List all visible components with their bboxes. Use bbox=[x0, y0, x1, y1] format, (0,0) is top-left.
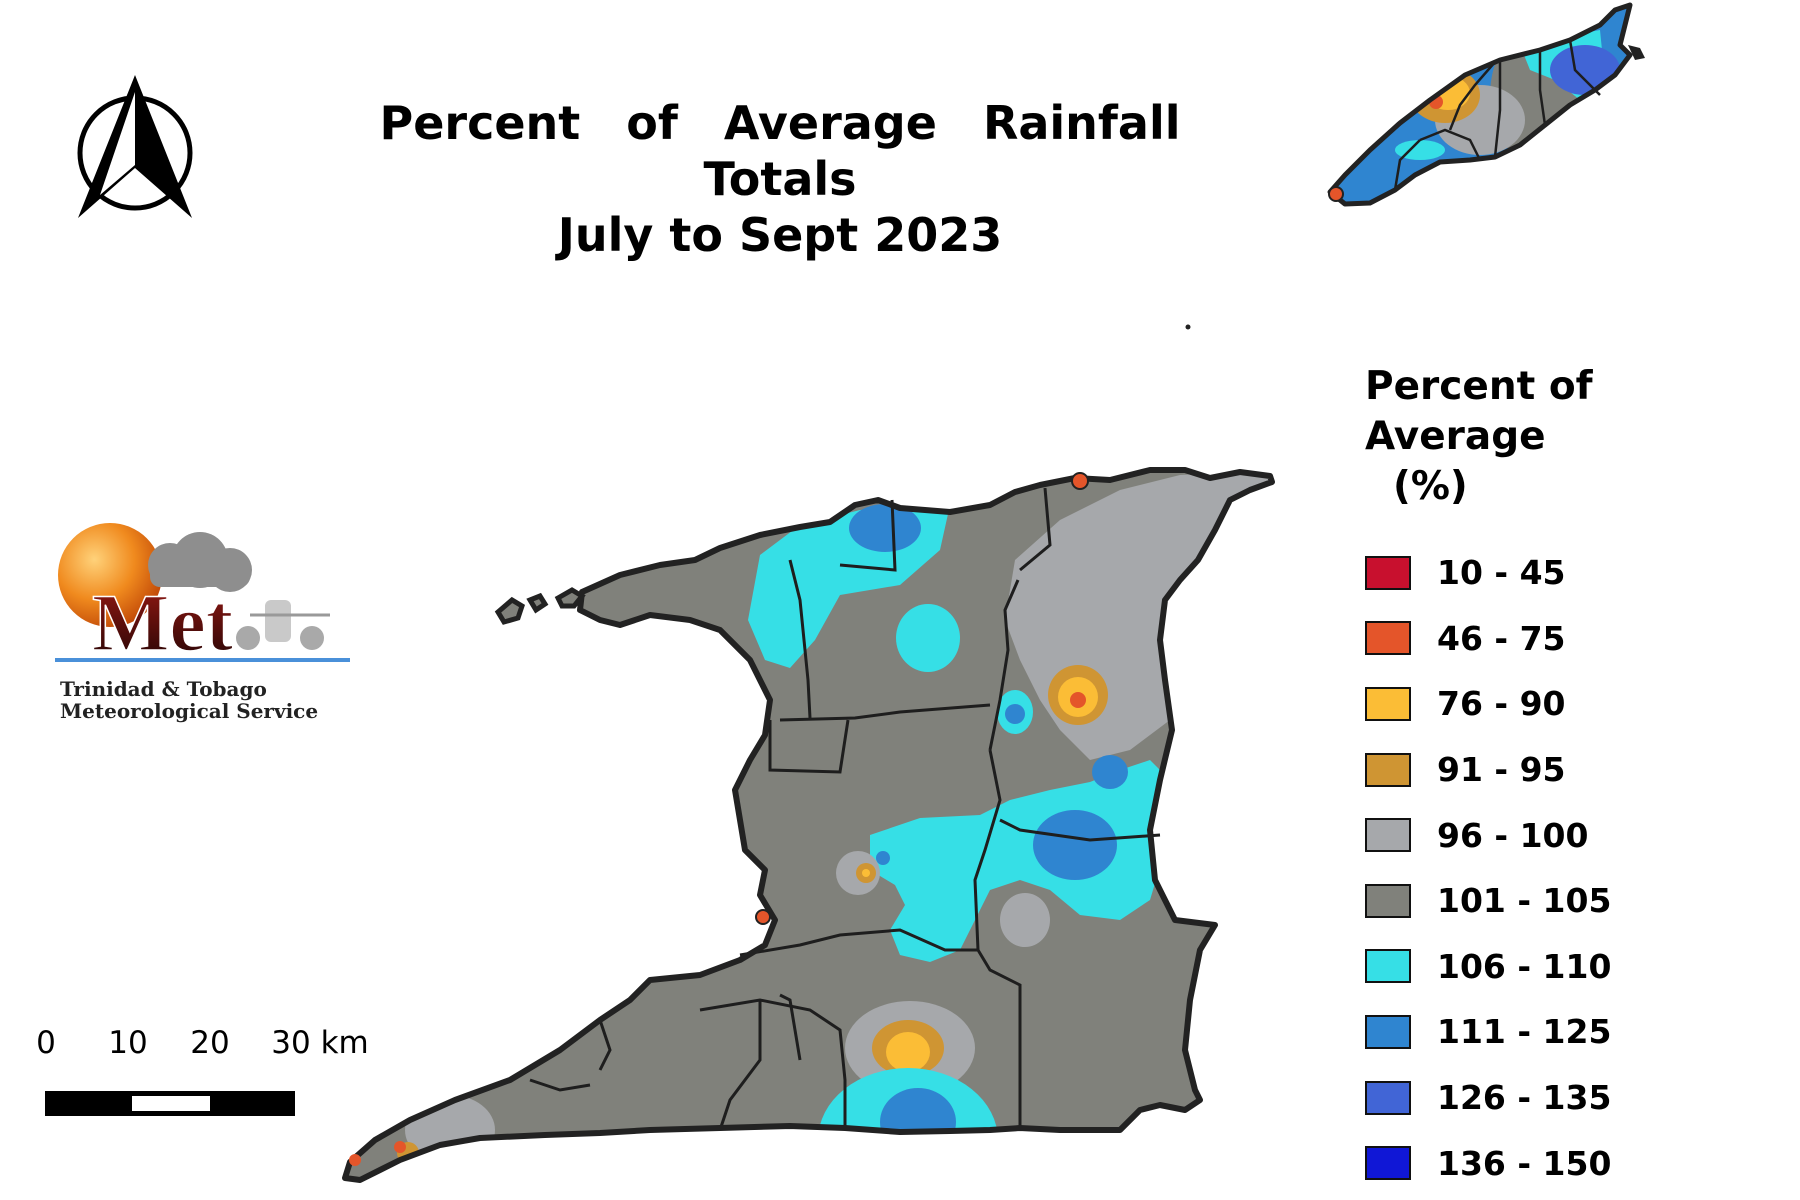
legend-label: 96 - 100 bbox=[1437, 815, 1589, 855]
zone-111-125-north-coast bbox=[849, 504, 921, 552]
legend-swatch bbox=[1365, 686, 1411, 721]
legend-item: 101 - 105 bbox=[1365, 868, 1785, 934]
map-title: Percent of Average Rainfall Totals July … bbox=[300, 95, 1260, 263]
legend-label: 46 - 75 bbox=[1437, 618, 1566, 658]
legend-title: Percent of Average (%) bbox=[1365, 362, 1785, 512]
legend-swatch bbox=[1365, 1014, 1411, 1049]
scale-label-30: 30 km bbox=[271, 1025, 369, 1061]
tobago-map bbox=[1327, 2, 1645, 207]
scale-bar-segment-white bbox=[132, 1096, 210, 1111]
tobago-islet bbox=[1628, 45, 1645, 60]
legend-swatch bbox=[1365, 555, 1411, 590]
legend-swatch bbox=[1365, 883, 1411, 918]
coastal-dot-north bbox=[1071, 472, 1089, 490]
legend-items: 10 - 45 46 - 75 76 - 90 91 - 95 96 - 100 101 … bbox=[1365, 540, 1785, 1196]
legend-label: 126 - 135 bbox=[1437, 1078, 1612, 1118]
legend-unit: (%) bbox=[1393, 464, 1468, 509]
tobago-coastal-dot bbox=[1328, 186, 1344, 202]
north-arrow-icon bbox=[77, 75, 193, 218]
legend-label: 76 - 90 bbox=[1437, 684, 1566, 724]
legend-label: 101 - 105 bbox=[1437, 881, 1612, 921]
legend-label: 91 - 95 bbox=[1437, 750, 1566, 790]
legend-item: 126 - 135 bbox=[1365, 1065, 1785, 1131]
trinidad-map bbox=[342, 324, 1275, 1183]
map-title-line1: Percent of Average Rainfall Totals bbox=[379, 96, 1181, 206]
legend-item: 76 - 90 bbox=[1365, 671, 1785, 737]
met-service-logo: Met bbox=[50, 520, 350, 730]
legend-title-text: Percent of Average bbox=[1365, 364, 1593, 459]
zone-111-125-east-central bbox=[1005, 704, 1025, 724]
nw-islands bbox=[494, 587, 586, 625]
legend-item: 91 - 95 bbox=[1365, 737, 1785, 803]
zone-111-125-central-west bbox=[876, 851, 890, 865]
zone-96-100-central-east bbox=[1000, 893, 1050, 947]
legend-label: 106 - 110 bbox=[1437, 946, 1612, 986]
weather-instrument-icon bbox=[236, 600, 330, 650]
cloud-icon bbox=[148, 532, 252, 592]
legend-swatch bbox=[1365, 949, 1411, 984]
scale-label-0: 0 bbox=[36, 1025, 56, 1061]
tobago-parish-boundaries bbox=[1393, 39, 1601, 191]
tobago-coastline bbox=[1327, 2, 1633, 207]
logo-caption: Trinidad & Tobago Meteorological Service bbox=[60, 678, 318, 722]
scale-label-10: 10 bbox=[108, 1025, 148, 1061]
zone-96-100-dot bbox=[1090, 642, 1106, 658]
tobago-zone-126-135 bbox=[1550, 45, 1620, 95]
legend-swatch bbox=[1365, 1146, 1411, 1181]
zone-76-90-south bbox=[886, 1032, 930, 1072]
legend-label: 136 - 150 bbox=[1437, 1143, 1612, 1183]
small-islet bbox=[1185, 324, 1191, 330]
legend-item: 136 - 150 bbox=[1365, 1130, 1785, 1196]
coastal-dot-tip bbox=[349, 1154, 361, 1166]
met-logo-graphic: Met bbox=[55, 523, 350, 669]
legend-label: 111 - 125 bbox=[1437, 1012, 1612, 1052]
scale-label-20: 20 bbox=[190, 1025, 230, 1061]
legend-item: 106 - 110 bbox=[1365, 934, 1785, 1000]
map-title-line2: July to Sept 2023 bbox=[557, 208, 1003, 262]
met-logo-word: Met bbox=[92, 577, 233, 668]
zone-76-90-central-west bbox=[862, 869, 870, 877]
coastal-dot-west bbox=[755, 909, 771, 925]
legend-item: 10 - 45 bbox=[1365, 540, 1785, 606]
legend-item: 46 - 75 bbox=[1365, 606, 1785, 672]
legend-swatch bbox=[1365, 818, 1411, 853]
zone-111-125-south bbox=[880, 1088, 956, 1156]
logo-caption-line1: Trinidad & Tobago bbox=[60, 677, 267, 701]
legend-swatch bbox=[1365, 621, 1411, 656]
tobago-zone-106-110-west bbox=[1395, 140, 1445, 160]
legend-swatch bbox=[1365, 752, 1411, 787]
zone-111-125-central-east bbox=[1033, 810, 1117, 880]
sun-icon bbox=[58, 523, 162, 627]
zone-106-110-central bbox=[870, 760, 1170, 962]
legend-label: 10 - 45 bbox=[1437, 553, 1566, 593]
zone-111-125-east bbox=[1092, 755, 1128, 789]
legend-item: 111 - 125 bbox=[1365, 999, 1785, 1065]
logo-caption-line2: Meteorological Service bbox=[60, 699, 319, 723]
zone-106-110-north-central bbox=[896, 604, 960, 672]
coastal-dot-southwest bbox=[394, 1141, 406, 1153]
legend-item: 96 - 100 bbox=[1365, 802, 1785, 868]
zone-46-75-east-hotspot bbox=[1070, 692, 1086, 708]
scale-bar-graphic bbox=[45, 1091, 295, 1116]
legend-swatch bbox=[1365, 1080, 1411, 1115]
legend: Percent of Average (%) 10 - 45 46 - 75 76 … bbox=[1365, 362, 1785, 1196]
county-boundaries bbox=[529, 487, 1161, 1131]
